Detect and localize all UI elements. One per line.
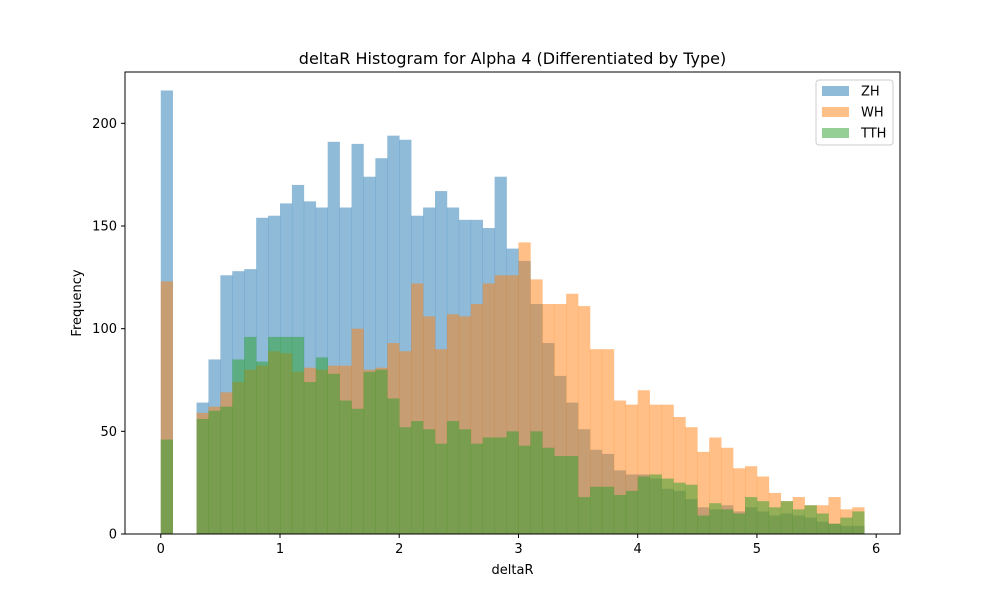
bars-layer [160,90,865,535]
bar-tth [673,482,686,534]
bar-tth [399,427,412,534]
bar-wh [578,306,591,534]
bar-tth [852,511,865,534]
bar-tth [375,369,388,534]
y-tick-label: 100 [92,322,117,337]
bar-tth [506,431,519,534]
bar-tth [745,497,758,534]
bar-tth [244,336,257,534]
bar-tth [315,357,328,534]
chart-title: deltaR Histogram for Alpha 4 (Differenti… [299,49,726,68]
axes-frame [124,71,901,535]
bar-tth [804,505,817,534]
bar-tth [840,517,853,534]
bar-tth [268,336,281,534]
bar-tth [291,336,305,534]
bar-tth [697,515,710,534]
bar-tth [661,478,674,534]
bar-tth [220,406,233,534]
legend-swatch-tth [822,128,849,138]
bar-tth [327,373,340,534]
bar-tth [625,490,638,534]
y-tick-label: 0 [109,528,117,543]
bar-tth [709,503,722,534]
legend-label-zh: ZH [861,85,880,100]
bar-tth [590,486,603,534]
x-tick-label: 2 [395,542,403,557]
x-tick-label: 0 [157,542,165,557]
bar-tth [470,443,483,534]
bar-tth [792,509,805,534]
bar-tth [232,359,245,534]
legend-swatch-wh [822,107,849,117]
bar-tth [518,445,531,534]
bar-tth [494,437,507,534]
bar-tth [303,382,317,534]
x-tick-label: 5 [753,542,761,557]
y-tick-label: 150 [92,220,117,235]
bar-tth [435,443,448,534]
bar-wh [697,451,710,534]
x-tick-label: 3 [514,542,522,557]
bar-tth [828,523,841,534]
bar-tth [280,336,293,534]
bar-tth [780,501,793,534]
bar-tth [256,361,269,534]
bar-tth [387,398,400,534]
bar-tth [816,513,829,534]
bar-tth [339,400,352,534]
bar-tth [554,455,567,534]
bar-tth [566,455,579,534]
legend-swatch-zh [822,86,849,96]
legend-label-wh: WH [861,106,884,121]
x-tick-label: 6 [872,542,880,557]
bar-tth [196,419,209,534]
legend-label-tth: TTH [860,127,886,142]
bar-tth [446,421,460,534]
y-axis-label: Frequency [70,269,85,336]
bar-tth [721,509,734,534]
bar-tth [458,429,472,534]
bar-tth [733,513,746,534]
bar-tth [649,474,662,534]
bar-tth [208,410,221,534]
bar-tth [756,501,770,534]
bar-tth [768,507,782,534]
bar-tth [578,497,591,534]
bar-tth [613,494,627,534]
x-tick-label: 1 [276,542,284,557]
legend: ZH WH TTH [815,79,894,146]
bar-tth [685,484,698,534]
bar-tth [411,421,424,534]
x-axis-label: deltaR [492,563,534,578]
y-ticks: 0 50 100 150 200 [92,117,125,543]
bar-tth [363,371,376,534]
y-tick-label: 50 [100,425,117,440]
x-ticks: 0 1 2 3 4 5 6 [157,534,880,557]
bar-tth [542,447,555,534]
x-tick-label: 4 [634,542,642,557]
bar-tth [482,437,495,534]
bar-tth [530,431,543,534]
bar-tth [160,439,173,534]
bar-tth [423,429,436,534]
bar-tth [601,486,615,534]
bar-tth [351,408,364,534]
bar-tth [637,476,650,534]
y-tick-label: 200 [92,117,117,132]
legend-items: ZH WH TTH [822,85,886,142]
